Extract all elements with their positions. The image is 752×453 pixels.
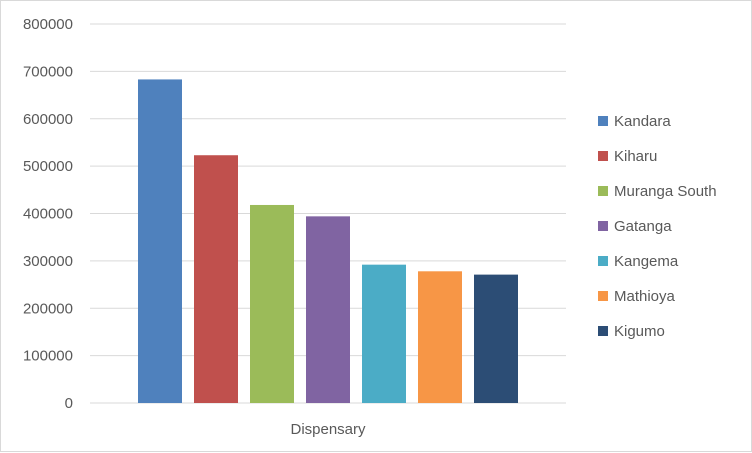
- legend-swatch: [598, 221, 608, 231]
- y-tick-label: 200000: [23, 300, 73, 317]
- y-tick-label: 800000: [23, 16, 73, 33]
- bar-series: [138, 79, 518, 404]
- y-tick-label: 300000: [23, 253, 73, 270]
- y-tick-label: 600000: [23, 111, 73, 128]
- legend-swatch: [598, 116, 608, 126]
- bar-kandara: [138, 79, 182, 404]
- y-tick-label: 700000: [23, 63, 73, 80]
- bar-kangema: [362, 264, 406, 403]
- y-tick-label: 400000: [23, 206, 73, 223]
- x-category-label: Dispensary: [290, 421, 366, 438]
- bar-muranga-south: [250, 204, 294, 403]
- legend-label: Mathioya: [614, 288, 676, 305]
- bar-gatanga: [306, 216, 350, 403]
- bar-mathioya: [418, 271, 462, 403]
- y-tick-label: 100000: [23, 348, 73, 365]
- legend-swatch: [598, 326, 608, 336]
- bar-kiharu: [194, 155, 238, 403]
- legend-label: Kiharu: [614, 148, 657, 165]
- y-tick-label: 0: [65, 395, 73, 412]
- legend-swatch: [598, 151, 608, 161]
- legend-label: Kangema: [614, 253, 679, 270]
- bar-kigumo: [474, 274, 518, 403]
- legend-label: Kandara: [614, 113, 671, 130]
- legend-swatch: [598, 291, 608, 301]
- legend-swatch: [598, 256, 608, 266]
- legend-label: Muranga South: [614, 183, 717, 200]
- legend-label: Gatanga: [614, 218, 672, 235]
- legend: Kandara Kiharu Muranga South Gatanga Kangema…: [598, 113, 717, 340]
- y-tick-label: 500000: [23, 158, 73, 175]
- legend-swatch: [598, 186, 608, 196]
- legend-label: Kigumo: [614, 323, 665, 340]
- x-axis: Dispensary: [290, 421, 366, 438]
- y-axis-tick-labels: 0 100000 200000 300000 400000 500000 600000 700…: [23, 16, 73, 412]
